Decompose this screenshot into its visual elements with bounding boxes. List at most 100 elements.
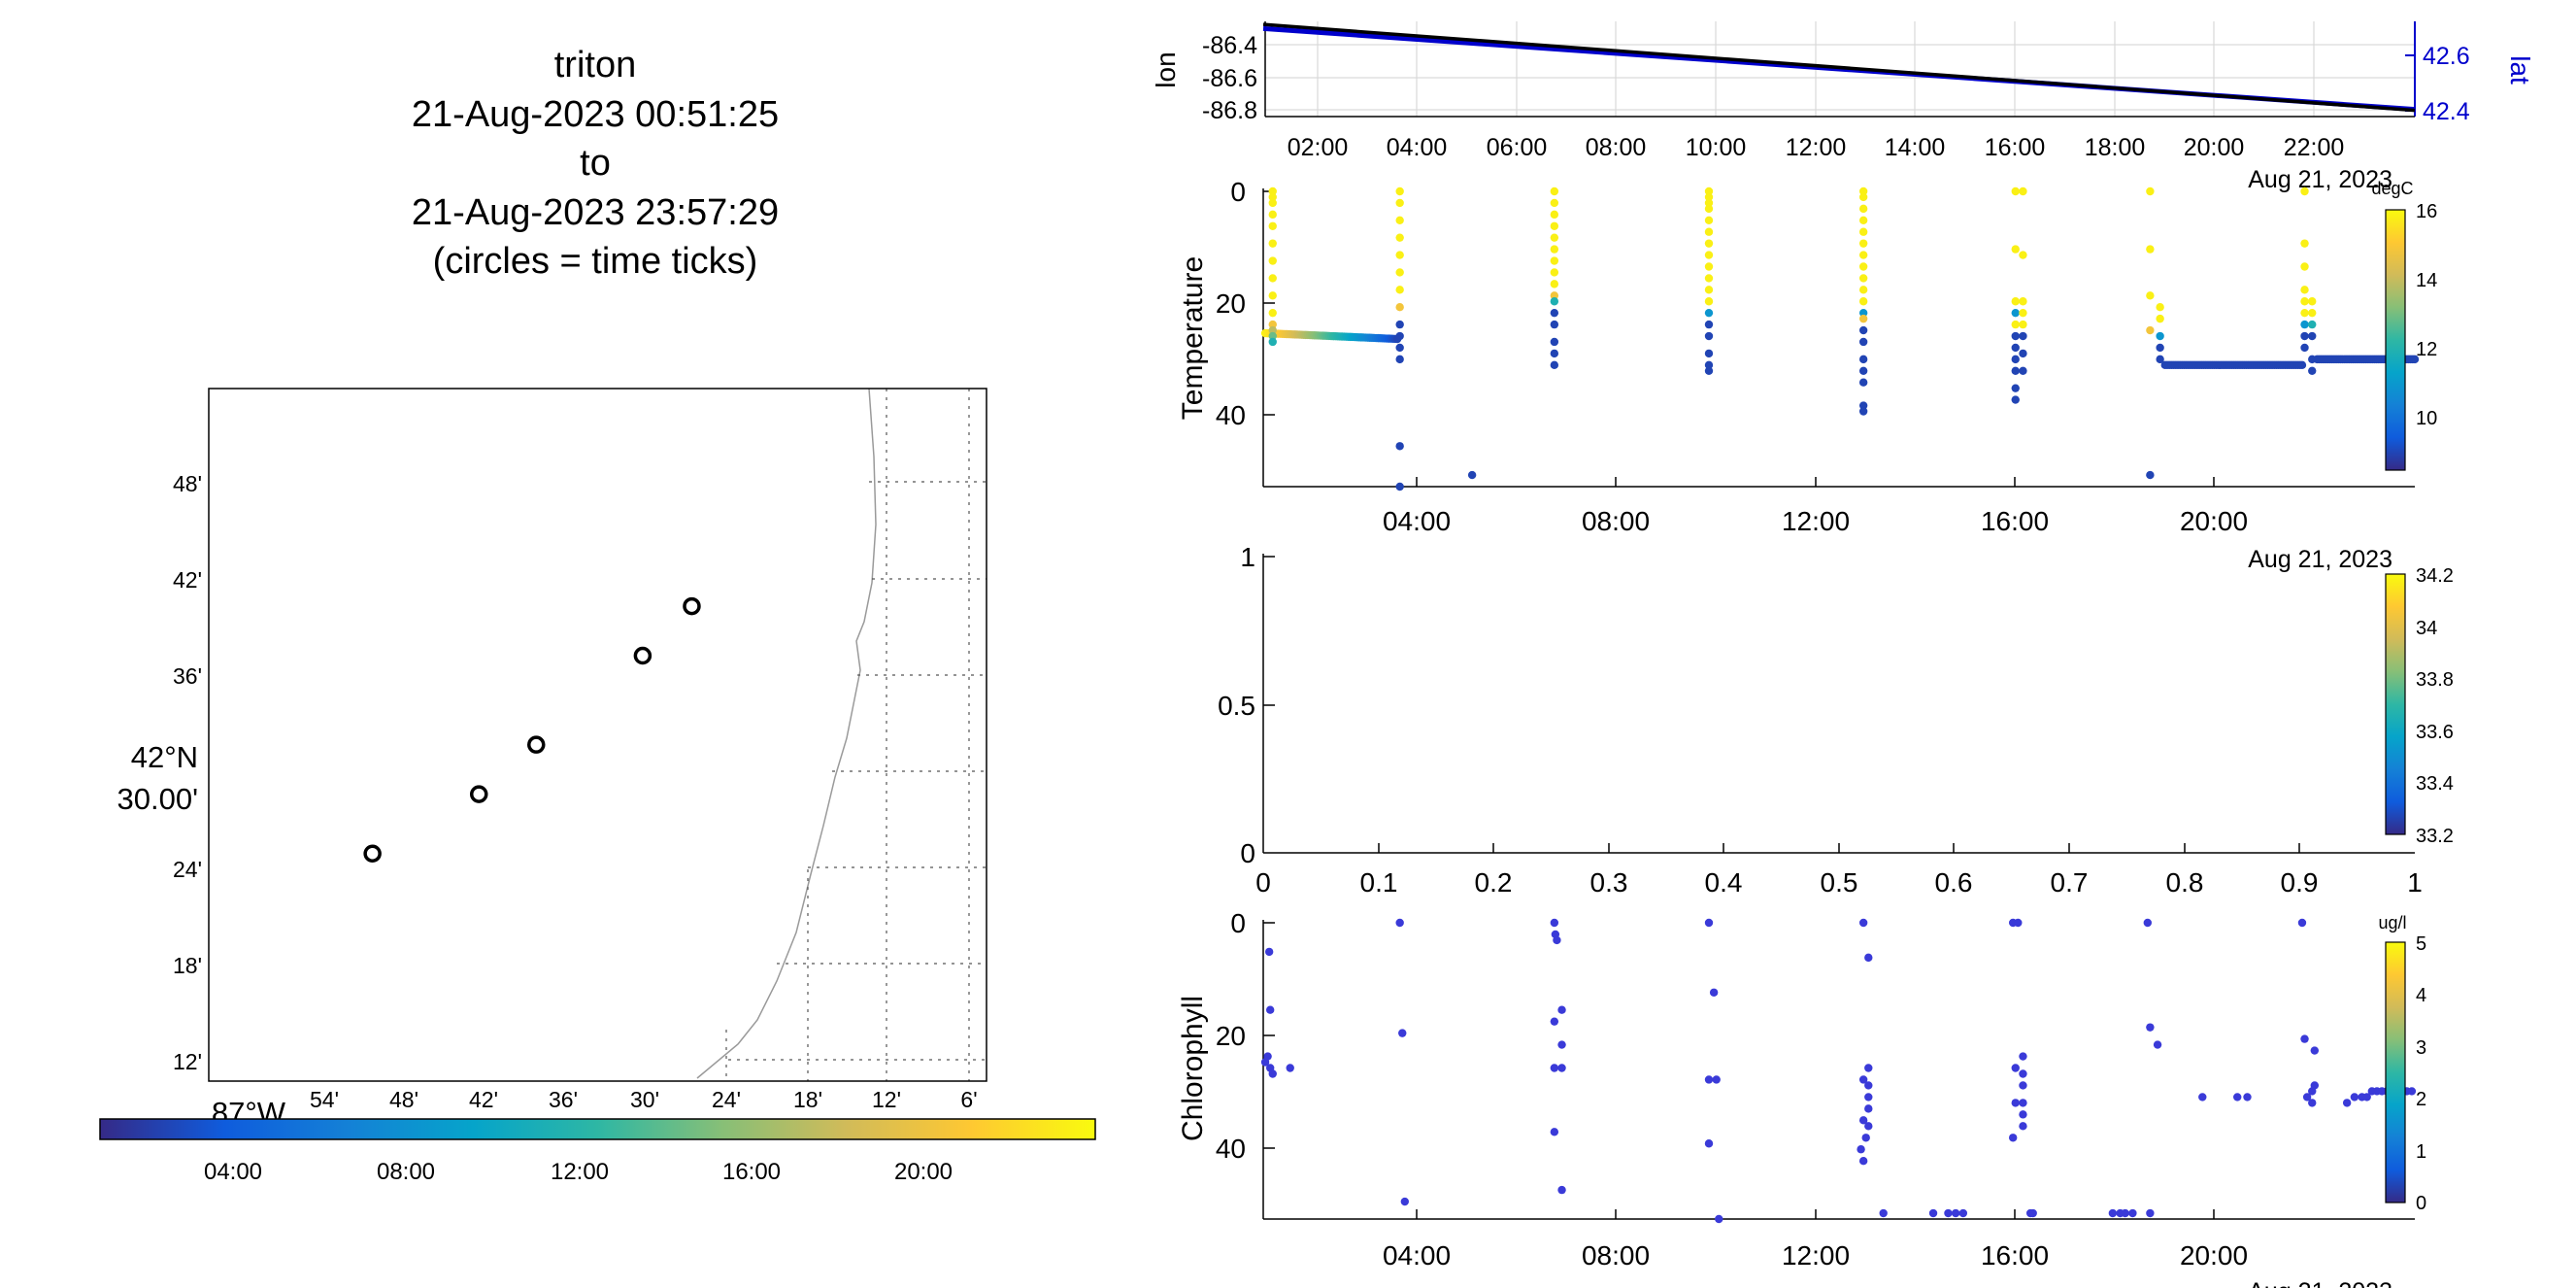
temp-y-ticks: 0 20 40 xyxy=(1216,177,1246,430)
sal-colorbar: 34.2 34 33.8 33.6 33.4 33.2 xyxy=(2385,565,2454,847)
temp-colorbar-unit: degC xyxy=(2371,179,2413,198)
chlorophyll-point xyxy=(1958,1208,1968,1218)
temperature-point xyxy=(2011,395,2020,404)
lonlat-left-ticks: -86.4 -86.6 -86.8 xyxy=(1202,32,1257,124)
track-time-circles xyxy=(363,596,701,863)
temperature-point xyxy=(1858,378,1868,387)
chlorophyll-point xyxy=(1857,1145,1865,1154)
chl-ylabel: Chlorophyll xyxy=(1177,996,1209,1141)
chl-x-0800: 08:00 xyxy=(1582,1240,1650,1271)
lonlat-x-0200: 02:00 xyxy=(1288,134,1349,161)
temperature-point xyxy=(1704,227,1714,236)
chlorophyll-point xyxy=(2233,1093,2242,1102)
lat-tick-18: 18' xyxy=(173,953,202,978)
lonlat-grid xyxy=(1265,21,2415,117)
temperature-point xyxy=(2019,186,2027,196)
chl-colorbar-ticks: 5 4 3 2 1 0 xyxy=(2416,933,2426,1214)
temperature-point xyxy=(1268,308,1277,318)
temperature-point xyxy=(1550,337,1559,347)
temperature-point xyxy=(2300,320,2309,329)
temperature-point xyxy=(2146,245,2155,254)
temperature-point xyxy=(2011,355,2020,364)
temperature-panel: Temperature 0 20 40 04:00 08:00 12:00 16… xyxy=(1177,177,2437,573)
time-colorbar: 04:00 08:00 12:00 16:00 20:00 xyxy=(99,1118,1096,1185)
chlorophyll-point xyxy=(2198,1093,2207,1102)
temperature-point xyxy=(1395,198,1404,208)
temperature-point xyxy=(1550,210,1559,220)
chl-x-1200: 12:00 xyxy=(1782,1240,1850,1271)
temperature-point xyxy=(1395,286,1404,294)
temperature-point xyxy=(2011,308,2020,318)
chlorophyll-point xyxy=(1861,1134,1870,1142)
map-time-circle xyxy=(527,735,546,754)
chlorophyll-point xyxy=(1264,947,1274,957)
chl-cbar-1: 1 xyxy=(2416,1141,2426,1163)
temperature-point xyxy=(1704,192,1714,202)
lonlat-x-2200: 22:00 xyxy=(2284,134,2345,161)
chlorophyll-point xyxy=(1858,1116,1868,1125)
temperature-point xyxy=(1704,186,1714,196)
chlorophyll-point xyxy=(2143,918,2153,928)
map-frame xyxy=(208,388,987,1082)
time-colorbar-gradient xyxy=(99,1118,1096,1140)
temperature-point xyxy=(1858,355,1868,364)
chl-cbar-5: 5 xyxy=(2416,933,2426,955)
chlorophyll-point xyxy=(1864,953,1873,963)
chlorophyll-point xyxy=(1715,1214,1723,1224)
temperature-point xyxy=(1395,303,1404,312)
lonlat-date-label: Aug 21, 2023 xyxy=(2248,166,2392,193)
chl-y-ticks: 0 20 40 xyxy=(1216,908,1246,1164)
temperature-point xyxy=(2300,286,2309,294)
temperature-point xyxy=(1268,291,1277,300)
map-time-circle xyxy=(469,785,488,803)
lonlat-x-ticks: 02:00 04:00 06:00 08:00 10:00 12:00 14:0… xyxy=(1288,134,2345,161)
temperature-point xyxy=(1268,337,1277,347)
chlorophyll-point xyxy=(2019,1069,2027,1078)
temperature-point xyxy=(1550,349,1559,358)
temp-x-1600: 16:00 xyxy=(1981,506,2049,536)
temperature-point xyxy=(2146,325,2155,335)
title-line-5: (circles = time ticks) xyxy=(433,241,758,282)
temperature-point xyxy=(2156,331,2164,341)
temp-x-0400: 04:00 xyxy=(1383,506,1451,536)
temperature-point xyxy=(1704,366,1714,375)
chlorophyll-point xyxy=(2310,1046,2320,1055)
chl-cbar-2: 2 xyxy=(2416,1089,2426,1110)
temperature-point xyxy=(1395,355,1404,364)
sal-x-0-3: 0.3 xyxy=(1590,867,1628,898)
temperature-point xyxy=(1268,239,1277,248)
lonlat-x-0400: 04:00 xyxy=(1387,134,1448,161)
temp-colorbar-gradient xyxy=(2385,209,2406,471)
temperature-point xyxy=(2011,384,2020,392)
temperature-point xyxy=(1858,251,1868,259)
temperature-point xyxy=(1268,320,1277,329)
temperature-point xyxy=(2300,262,2309,271)
temperature-point xyxy=(1704,251,1714,259)
title-line-3: to xyxy=(580,143,611,184)
chlorophyll-point xyxy=(2121,1208,2129,1218)
chl-cbar-0: 0 xyxy=(2416,1193,2426,1214)
sal-y-0: 0 xyxy=(1240,838,1255,868)
temp-colorbar-ticks: 16 14 12 10 xyxy=(2416,201,2437,429)
temperature-point xyxy=(2011,320,2020,329)
temperature-point xyxy=(1268,186,1277,196)
map-lat-ticks: 48' 42' 36' 24' 18' 12' xyxy=(173,471,202,1074)
temperature-point xyxy=(2156,314,2164,323)
lat-tick-48: 48' xyxy=(173,471,202,496)
temp-colorbar: degC 16 14 12 10 xyxy=(2371,179,2437,471)
temperature-point xyxy=(1858,314,1868,323)
time-cbar-tick-1600: 16:00 xyxy=(722,1159,781,1185)
sal-x-1: 1 xyxy=(2407,867,2423,898)
chl-colorbar-gradient xyxy=(2385,941,2406,1203)
temperature-point xyxy=(1858,407,1868,416)
temp-x-ticks: 04:00 08:00 12:00 16:00 20:00 xyxy=(1383,506,2248,536)
lon-tick-86-4: -86.4 xyxy=(1202,32,1257,59)
temperature-point xyxy=(2308,355,2317,364)
chlorophyll-point xyxy=(2300,1034,2309,1043)
chlorophyll-point xyxy=(1550,1017,1559,1026)
chlorophyll-point xyxy=(2019,1081,2027,1090)
chlorophyll-point xyxy=(1557,1040,1566,1049)
map-graticule xyxy=(725,389,987,1081)
temperature-point xyxy=(2011,297,2020,306)
